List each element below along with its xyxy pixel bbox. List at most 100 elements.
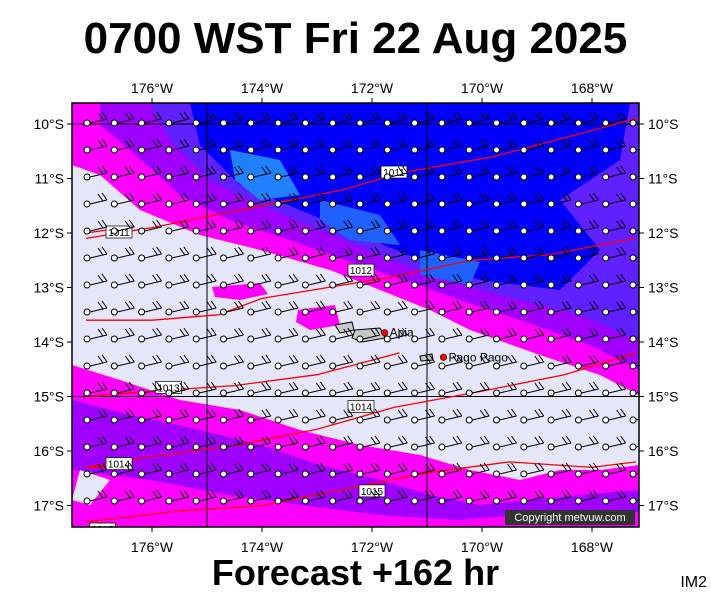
isobar-label-box bbox=[89, 522, 116, 527]
lon-label-bottom: 174°W bbox=[241, 539, 284, 555]
isobar-label: 1014 bbox=[350, 402, 373, 413]
lon-label-top: 170°W bbox=[461, 80, 504, 96]
wind-barb bbox=[274, 489, 299, 505]
wind-barb bbox=[574, 408, 599, 424]
wind-barb bbox=[547, 408, 572, 424]
wind-barb bbox=[438, 111, 463, 127]
lon-label-top: 172°W bbox=[351, 80, 394, 96]
wind-barb bbox=[411, 165, 436, 181]
wind-barb bbox=[301, 381, 326, 397]
wind-barb bbox=[83, 111, 108, 127]
lat-label-right: 16°S bbox=[648, 443, 679, 459]
wind-barb bbox=[274, 300, 299, 316]
wind-barb bbox=[220, 354, 244, 370]
wind-barb bbox=[329, 354, 354, 370]
wind-barb bbox=[274, 111, 299, 127]
wind-barb bbox=[356, 165, 381, 181]
wind-barb bbox=[192, 354, 217, 370]
wind-barb bbox=[547, 462, 572, 478]
wind-barb bbox=[301, 165, 326, 181]
wind-barb bbox=[220, 138, 244, 154]
wind-barb bbox=[574, 192, 599, 208]
copyright-badge: Copyright metvuw.com bbox=[505, 510, 635, 525]
wind-barb bbox=[83, 192, 108, 208]
copyright-text: Copyright metvuw.com bbox=[514, 512, 625, 524]
wind-barb bbox=[411, 300, 436, 316]
city-label: Pago Pago bbox=[449, 350, 509, 364]
wind-barb bbox=[83, 462, 108, 478]
wind-barb bbox=[465, 165, 490, 181]
wind-barb bbox=[574, 273, 599, 289]
wind-barb bbox=[110, 489, 135, 505]
wind-barb bbox=[83, 381, 108, 397]
wind-barb bbox=[493, 111, 517, 127]
wind-barb bbox=[356, 246, 381, 262]
isobar-line bbox=[85, 117, 637, 240]
wind-barb bbox=[329, 489, 354, 505]
wind-barb bbox=[493, 138, 517, 154]
wind-barb bbox=[274, 381, 299, 397]
wind-barb bbox=[329, 462, 354, 478]
wind-barb bbox=[329, 246, 354, 262]
wind-barb bbox=[520, 273, 545, 289]
wind-barb bbox=[220, 408, 244, 424]
wind-barb bbox=[220, 219, 244, 235]
wind-barb bbox=[574, 462, 599, 478]
wind-barb bbox=[465, 462, 490, 478]
wind-barb bbox=[438, 435, 463, 451]
wind-barb bbox=[192, 219, 217, 235]
wind-barb bbox=[602, 489, 627, 505]
wind-barb bbox=[83, 165, 108, 181]
lon-label-bottom: 172°W bbox=[351, 539, 394, 555]
lat-label-right: 13°S bbox=[648, 280, 679, 296]
isobar-label: 1013 bbox=[157, 383, 180, 394]
isobar-label: 1014 bbox=[108, 460, 131, 471]
lon-label-bottom: 176°W bbox=[131, 539, 174, 555]
wind-barb bbox=[301, 273, 326, 289]
wind-barb bbox=[192, 246, 217, 262]
lat-label-right: 14°S bbox=[648, 334, 679, 350]
wind-barb bbox=[165, 111, 190, 127]
lat-label-right: 12°S bbox=[648, 225, 679, 241]
wind-barb bbox=[411, 273, 436, 289]
wind-barb bbox=[247, 435, 272, 451]
isobar-line bbox=[85, 461, 637, 523]
wind-barb bbox=[220, 300, 244, 316]
wind-barb bbox=[220, 192, 244, 208]
wind-barb bbox=[629, 389, 639, 397]
wind-barb bbox=[192, 165, 217, 181]
wind-barb bbox=[220, 489, 244, 505]
wind-barb bbox=[602, 381, 627, 397]
wind-barb bbox=[602, 300, 627, 316]
wind-barb bbox=[138, 192, 163, 208]
wind-barb bbox=[411, 462, 436, 478]
wind-barb bbox=[493, 462, 517, 478]
wind-barb bbox=[301, 462, 326, 478]
wind-barb bbox=[220, 111, 244, 127]
wind-barb bbox=[165, 435, 190, 451]
wind-barb bbox=[574, 327, 599, 343]
wind-barb bbox=[493, 354, 517, 370]
wind-barb bbox=[356, 327, 381, 343]
wind-barb bbox=[629, 173, 639, 181]
wind-barb bbox=[547, 300, 572, 316]
lat-label-right: 10°S bbox=[648, 116, 679, 132]
wind-barb bbox=[547, 354, 572, 370]
wind-barb bbox=[520, 111, 545, 127]
lat-label-left: 11°S bbox=[35, 171, 64, 187]
wind-barb bbox=[192, 111, 217, 127]
wind-barb bbox=[383, 192, 408, 208]
wind-barb bbox=[602, 165, 627, 181]
lon-label-bottom: 170°W bbox=[461, 539, 504, 555]
wind-barb bbox=[574, 381, 599, 397]
city-dot bbox=[439, 353, 447, 361]
wind-barb bbox=[301, 300, 326, 316]
wind-barb bbox=[411, 219, 436, 235]
wind-barb bbox=[247, 273, 272, 289]
wind-barb bbox=[547, 273, 572, 289]
wind-barb bbox=[83, 408, 108, 424]
wind-barb bbox=[574, 300, 599, 316]
wind-barb bbox=[110, 138, 135, 154]
wind-barb bbox=[247, 408, 272, 424]
wind-barb bbox=[138, 273, 163, 289]
